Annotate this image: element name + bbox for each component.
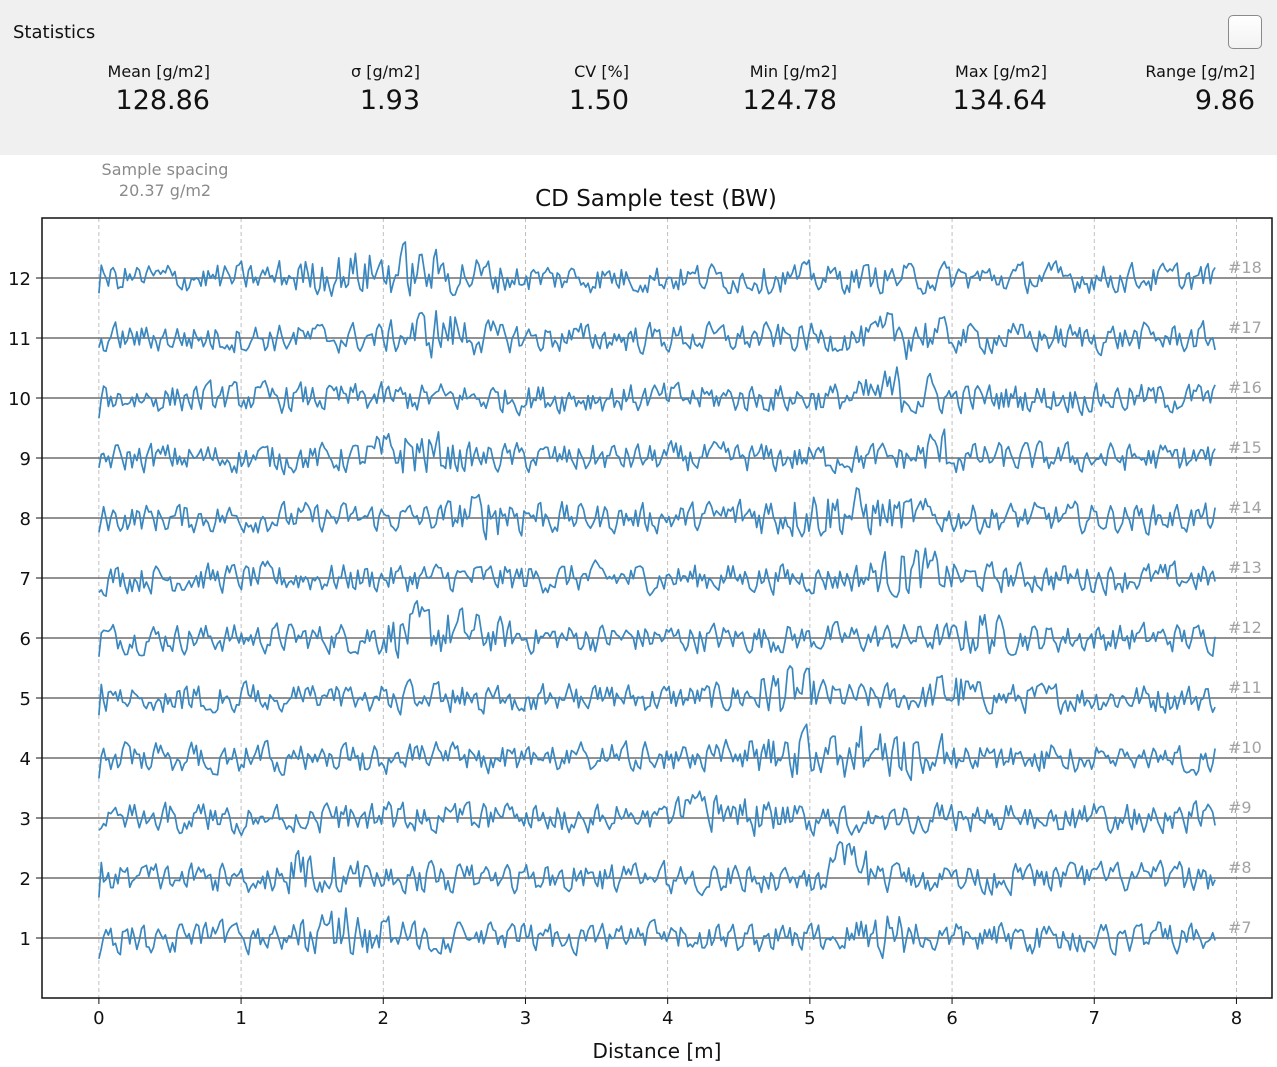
stat-cv-value: 1.50 bbox=[568, 85, 629, 116]
sample-label: #7 bbox=[1228, 918, 1252, 937]
x-tick-label: 8 bbox=[1231, 1008, 1242, 1029]
sample-trace-10 bbox=[98, 723, 1216, 782]
x-axis-label: Distance [m] bbox=[593, 1039, 722, 1063]
sample-label: #14 bbox=[1228, 498, 1262, 517]
sample-label: #10 bbox=[1228, 738, 1262, 757]
x-tick-label: 4 bbox=[662, 1008, 673, 1029]
x-tick-label: 1 bbox=[235, 1008, 246, 1029]
stat-max-value: 134.64 bbox=[952, 85, 1047, 116]
sample-trace-18 bbox=[98, 241, 1216, 297]
sample-spacing-info: Sample spacing 20.37 g/m2 bbox=[60, 159, 270, 201]
sample-label: #8 bbox=[1228, 858, 1252, 877]
stat-mean: Mean [g/m2] 128.86 bbox=[108, 62, 210, 116]
sample-label: #9 bbox=[1228, 798, 1252, 817]
sample-trace-7 bbox=[98, 907, 1216, 960]
stat-sigma-value: 1.93 bbox=[359, 85, 420, 116]
sample-trace-9 bbox=[98, 790, 1216, 837]
stat-max: Max [g/m2] 134.64 bbox=[953, 62, 1047, 116]
sample-trace-12 bbox=[98, 600, 1216, 659]
sample-trace-13 bbox=[98, 547, 1216, 598]
stat-max-label: Max [g/m2] bbox=[955, 62, 1047, 81]
stat-min-value: 124.78 bbox=[742, 85, 837, 116]
sample-spacing-value: 20.37 g/m2 bbox=[118, 181, 212, 200]
y-tick-label: 3 bbox=[20, 809, 31, 830]
sample-label: #12 bbox=[1228, 618, 1262, 637]
sample-trace-14 bbox=[98, 487, 1216, 541]
y-tick-label: 2 bbox=[20, 869, 31, 890]
series-layer bbox=[98, 241, 1216, 960]
stat-sigma: σ [g/m2] 1.93 bbox=[351, 62, 420, 116]
statistics-title: Statistics bbox=[13, 22, 96, 43]
y-tick-label: 7 bbox=[20, 569, 31, 590]
y-tick-label: 11 bbox=[8, 329, 31, 350]
y-tick-label: 8 bbox=[20, 509, 31, 530]
y-tick-label: 9 bbox=[20, 449, 31, 470]
stat-range: Range [g/m2] 9.86 bbox=[1145, 62, 1255, 116]
stat-mean-label: Mean [g/m2] bbox=[107, 62, 210, 81]
sample-trace-16 bbox=[98, 366, 1216, 419]
y-tick-label: 10 bbox=[8, 389, 31, 410]
statistics-panel: Statistics Mean [g/m2] 128.86 σ [g/m2] 1… bbox=[0, 0, 1277, 155]
x-tick-label: 6 bbox=[946, 1008, 957, 1029]
x-tick-label: 3 bbox=[520, 1008, 531, 1029]
sample-label: #17 bbox=[1228, 318, 1262, 337]
y-tick-label: 5 bbox=[20, 689, 31, 710]
chart-title: CD Sample test (BW) bbox=[535, 186, 777, 212]
y-tick-label: 4 bbox=[20, 749, 31, 770]
y-tick-label: 1 bbox=[20, 929, 31, 950]
stat-range-value: 9.86 bbox=[1194, 85, 1255, 116]
series-label-layer: #7 #8 #9 #10 #11 #12 #13 #14 #15 #16 #17 #18 bbox=[1228, 258, 1262, 937]
plot-frame bbox=[41, 217, 1273, 999]
sample-label: #18 bbox=[1228, 258, 1262, 277]
x-tick-label: 7 bbox=[1089, 1008, 1100, 1029]
stat-range-label: Range [g/m2] bbox=[1145, 62, 1255, 81]
y-tick-label: 6 bbox=[20, 629, 31, 650]
sample-label: #11 bbox=[1228, 678, 1262, 697]
cd-sample-chart: CD Sample test (BW) #7 #8 #9 #10 #11 #12 #13 #1… bbox=[8, 186, 1273, 1063]
sample-trace-8 bbox=[98, 841, 1216, 898]
stat-min-label: Min [g/m2] bbox=[749, 62, 837, 81]
x-tick-label: 2 bbox=[378, 1008, 389, 1029]
x-tick-label: 5 bbox=[804, 1008, 815, 1029]
sample-label: #16 bbox=[1228, 378, 1262, 397]
sample-spacing-label: Sample spacing bbox=[101, 160, 229, 179]
sample-trace-17 bbox=[98, 310, 1216, 361]
x-tick-label: 0 bbox=[93, 1008, 104, 1029]
sample-label: #15 bbox=[1228, 438, 1262, 457]
y-tick-label: 12 bbox=[8, 269, 31, 290]
sample-label: #13 bbox=[1228, 558, 1262, 577]
stat-min: Min [g/m2] 124.78 bbox=[743, 62, 837, 116]
sample-trace-15 bbox=[98, 428, 1216, 476]
statistics-checkbox[interactable] bbox=[1228, 15, 1262, 49]
stat-cv-label: CV [%] bbox=[574, 62, 629, 81]
stat-cv: CV [%] 1.50 bbox=[569, 62, 629, 116]
stat-mean-value: 128.86 bbox=[115, 85, 210, 116]
sample-trace-11 bbox=[98, 665, 1216, 716]
stat-sigma-label: σ [g/m2] bbox=[350, 62, 420, 81]
